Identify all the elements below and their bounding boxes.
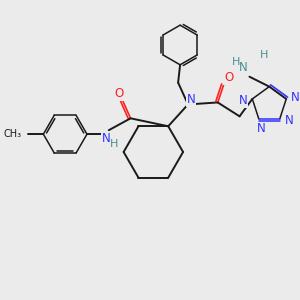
Text: N: N xyxy=(256,122,265,135)
Text: N: N xyxy=(187,93,195,106)
Text: N: N xyxy=(239,61,248,74)
Text: CH₃: CH₃ xyxy=(3,129,22,139)
Text: O: O xyxy=(114,87,123,100)
Text: N: N xyxy=(291,92,299,104)
Text: N: N xyxy=(285,114,294,128)
Text: N: N xyxy=(239,94,248,107)
Text: H: H xyxy=(260,50,269,60)
Text: O: O xyxy=(224,71,233,84)
Text: N: N xyxy=(101,132,110,145)
Text: H: H xyxy=(231,57,240,67)
Text: H: H xyxy=(110,139,118,149)
